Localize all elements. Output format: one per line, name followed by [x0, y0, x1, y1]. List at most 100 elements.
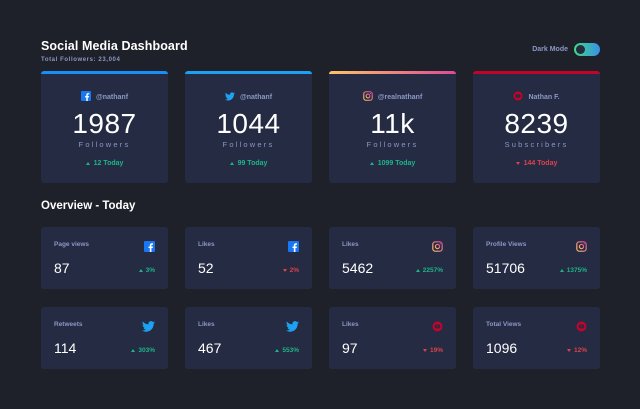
follower-count: 1987: [72, 108, 137, 139]
arrow-down-icon: [515, 162, 520, 165]
metric-label: Profile Views: [486, 241, 527, 248]
card-accent-bar: [185, 71, 312, 74]
youtube-icon: [513, 88, 523, 106]
overview-card-facebook-likes[interactable]: Likes 52 2%: [185, 227, 312, 289]
account-handle: @nathanf: [239, 93, 273, 101]
youtube-subscribers-card[interactable]: Nathan F. 8239 Subscribers 144 Today: [473, 71, 600, 183]
twitter-icon: [142, 319, 155, 337]
follower-delta: 1099 Today: [329, 160, 456, 167]
arrow-up-icon: [138, 269, 143, 272]
arrow-up-icon: [415, 269, 420, 272]
dark-mode-label: Dark Mode: [532, 46, 568, 53]
metric-delta: 3%: [138, 267, 155, 274]
metric-value: 97: [342, 340, 358, 356]
card-accent-bar: [41, 71, 168, 74]
metric-delta: 12%: [566, 347, 587, 354]
overview-card-facebook-page-views[interactable]: Page views 87 3%: [41, 227, 168, 289]
follower-count: 11k: [370, 108, 415, 139]
metric-value: 51706: [486, 260, 525, 276]
arrow-up-icon: [85, 162, 90, 165]
metric-label: Page views: [54, 241, 90, 248]
follower-count: 1044: [216, 108, 281, 139]
twitter-followers-card[interactable]: @nathanf 1044 Followers 99 Today: [185, 71, 312, 183]
overview-title: Overview - Today: [41, 200, 136, 212]
youtube-icon: [576, 319, 587, 337]
delta-text: 144 Today: [523, 160, 558, 167]
delta-text: 12 Today: [93, 160, 124, 167]
metric-label: Total Views: [486, 321, 522, 328]
arrow-down-icon: [566, 349, 571, 352]
arrow-down-icon: [282, 269, 287, 272]
metric-label: Likes: [198, 321, 215, 328]
overview-card-youtube-total-views[interactable]: Total Views 1096 12%: [473, 307, 600, 369]
total-followers: Total Followers: 23,004: [41, 57, 121, 63]
handle-row: @realnathanf: [329, 88, 456, 106]
twitter-icon: [286, 319, 299, 337]
instagram-icon: [362, 88, 373, 106]
dark-mode-control: Dark Mode: [532, 43, 600, 56]
dark-mode-toggle[interactable]: [574, 43, 600, 56]
overview-card-youtube-likes[interactable]: Likes 97 19%: [329, 307, 456, 369]
follower-label: Followers: [366, 140, 419, 149]
overview-card-instagram-likes[interactable]: Likes 5462 2257%: [329, 227, 456, 289]
arrow-up-icon: [229, 162, 234, 165]
metric-value: 5462: [342, 260, 374, 276]
handle-row: Nathan F.: [473, 88, 600, 106]
delta-text: 303%: [138, 347, 155, 354]
metric-delta: 303%: [131, 347, 155, 354]
toggle-knob: [576, 45, 585, 54]
instagram-followers-card[interactable]: @realnathanf 11k Followers 1099 Today: [329, 71, 456, 183]
facebook-followers-card[interactable]: @nathanf 1987 Followers 12 Today: [41, 71, 168, 183]
arrow-up-icon: [369, 162, 374, 165]
metric-delta: 2257%: [415, 267, 443, 274]
handle-row: @nathanf: [185, 88, 312, 106]
follower-label: Followers: [222, 140, 275, 149]
arrow-up-icon: [559, 269, 564, 272]
metric-label: Likes: [198, 241, 215, 248]
twitter-icon: [224, 88, 235, 106]
metric-label: Retweets: [54, 321, 83, 328]
dashboard-header: Social Media Dashboard Total Followers: …: [41, 39, 188, 63]
delta-text: 2257%: [422, 267, 443, 274]
arrow-up-icon: [131, 349, 136, 352]
handle-row: @nathanf: [41, 88, 168, 106]
delta-text: 553%: [282, 347, 299, 354]
metric-label: Likes: [342, 241, 359, 248]
card-accent-bar: [473, 71, 600, 74]
metric-delta: 2%: [282, 267, 299, 274]
account-handle: Nathan F.: [528, 93, 560, 101]
metric-delta: 553%: [275, 347, 299, 354]
overview-card-instagram-profile-views[interactable]: Profile Views 51706 1375%: [473, 227, 600, 289]
delta-text: 99 Today: [237, 160, 268, 167]
follower-label: Followers: [78, 140, 131, 149]
delta-text: 3%: [145, 267, 155, 274]
metric-delta: 1375%: [559, 267, 587, 274]
youtube-icon: [432, 319, 443, 337]
metric-value: 87: [54, 260, 70, 276]
instagram-icon: [576, 239, 587, 257]
metric-value: 52: [198, 260, 214, 276]
delta-text: 12%: [573, 347, 587, 354]
delta-text: 2%: [289, 267, 299, 274]
facebook-icon: [144, 239, 155, 257]
subscriber-count: 8239: [504, 108, 569, 139]
delta-text: 19%: [429, 347, 443, 354]
arrow-down-icon: [422, 349, 427, 352]
metric-value: 114: [54, 340, 77, 356]
page-title: Social Media Dashboard: [41, 39, 188, 53]
account-handle: @realnathanf: [377, 93, 423, 101]
metric-delta: 19%: [422, 347, 443, 354]
subscriber-delta: 144 Today: [473, 160, 600, 167]
instagram-icon: [432, 239, 443, 257]
metric-value: 467: [198, 340, 222, 356]
account-handle: @nathanf: [95, 93, 129, 101]
facebook-icon: [80, 88, 91, 106]
arrow-up-icon: [275, 349, 280, 352]
delta-text: 1099 Today: [377, 160, 416, 167]
facebook-icon: [288, 239, 299, 257]
follower-delta: 12 Today: [41, 160, 168, 167]
overview-card-twitter-likes[interactable]: Likes 467 553%: [185, 307, 312, 369]
subscriber-label: Subscribers: [504, 140, 569, 149]
follower-delta: 99 Today: [185, 160, 312, 167]
overview-card-twitter-retweets[interactable]: Retweets 114 303%: [41, 307, 168, 369]
